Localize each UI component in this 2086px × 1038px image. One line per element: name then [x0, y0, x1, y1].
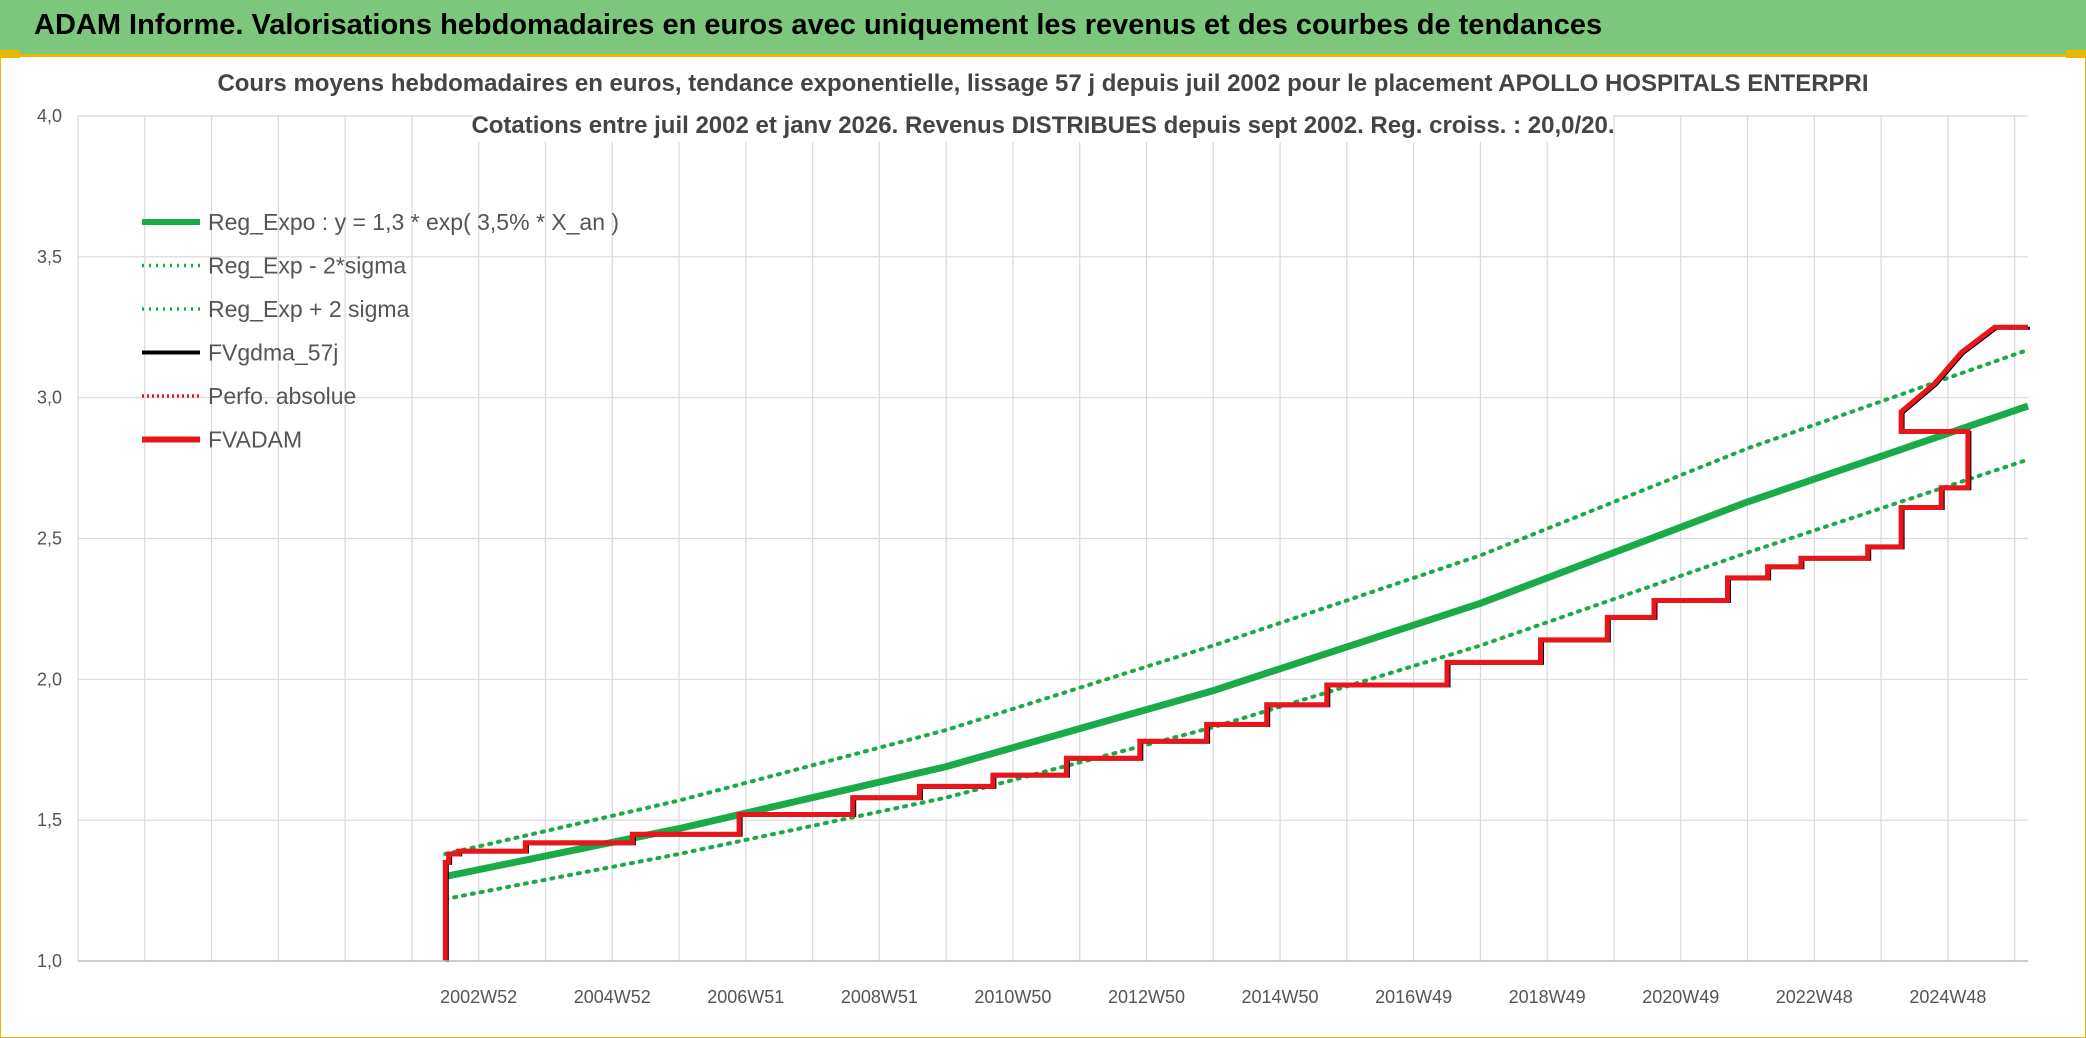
legend-label: Reg_Exp - 2*sigma — [208, 253, 406, 279]
fvadam-line — [442, 324, 2028, 961]
x-tick-label: 2014W50 — [1242, 987, 1319, 1007]
x-tick-label: 2002W52 — [440, 987, 517, 1007]
title-bg — [243, 62, 1843, 100]
title-bg — [473, 104, 1613, 142]
legend-label: FVADAM — [208, 427, 302, 453]
report-banner: ADAM Informe. Valorisations hebdomadaire… — [0, 0, 2086, 56]
report-title: ADAM Informe. Valorisations hebdomadaire… — [34, 9, 1603, 41]
y-tick-label: 2,0 — [37, 669, 62, 689]
series — [442, 324, 2030, 962]
regression-bands — [443, 347, 2030, 901]
x-tick-label: 2008W51 — [841, 987, 918, 1007]
reg-expo-line — [444, 402, 2030, 880]
y-tick-label: 3,0 — [37, 388, 62, 408]
x-tick-label: 2006W51 — [707, 987, 784, 1007]
x-tick-label: 2020W49 — [1642, 987, 1719, 1007]
legend-label: Perfo. absolue — [208, 383, 356, 409]
grid — [77, 115, 2028, 962]
legend-label: FVgdma_57j — [208, 340, 338, 366]
x-tick-label: 2012W50 — [1108, 987, 1185, 1007]
y-tick-label: 1,0 — [37, 951, 62, 971]
x-tick-label: 2004W52 — [574, 987, 651, 1007]
chart-title-line: Cours moyens hebdomadaires en euros, ten… — [217, 70, 1868, 97]
x-tick-label: 2022W48 — [1776, 987, 1853, 1007]
x-tick-label: 2010W50 — [974, 987, 1051, 1007]
corner-marker-right — [2066, 50, 2086, 58]
corner-marker-left — [0, 50, 20, 58]
reg-exp-minus-2sigma-line — [443, 457, 2030, 901]
chart-area: 1,0 1,5 2,0 2,5 3,0 3,5 4,0 2002W52 2004W52 2006W… — [37, 62, 2030, 1007]
x-tick-label: 2016W49 — [1375, 987, 1452, 1007]
chart-title: Cours moyens hebdomadaires en euros, ten… — [217, 62, 1869, 142]
axes: 1,0 1,5 2,0 2,5 3,0 3,5 4,0 2002W52 2004W52 2006W… — [37, 106, 2028, 1007]
x-tick-label: 2024W48 — [1909, 987, 1986, 1007]
fvgdma-57j-line — [445, 326, 2030, 962]
y-tick-label: 2,5 — [37, 529, 62, 549]
chart-title-line: Cotations entre juil 2002 et janv 2026. … — [471, 112, 1614, 139]
y-tick-label: 4,0 — [37, 106, 62, 126]
legend-label: Reg_Exp + 2 sigma — [208, 296, 410, 322]
reg-exp-plus-2sigma-line — [443, 347, 2030, 856]
legend-label: Reg_Expo : y = 1,3 * exp( 3,5% * X_an ) — [208, 209, 619, 235]
x-tick-label: 2018W49 — [1509, 987, 1586, 1007]
y-tick-label: 1,5 — [37, 810, 62, 830]
legend: Reg_Expo : y = 1,3 * exp( 3,5% * X_an ) R… — [142, 209, 619, 453]
y-tick-label: 3,5 — [37, 247, 62, 267]
